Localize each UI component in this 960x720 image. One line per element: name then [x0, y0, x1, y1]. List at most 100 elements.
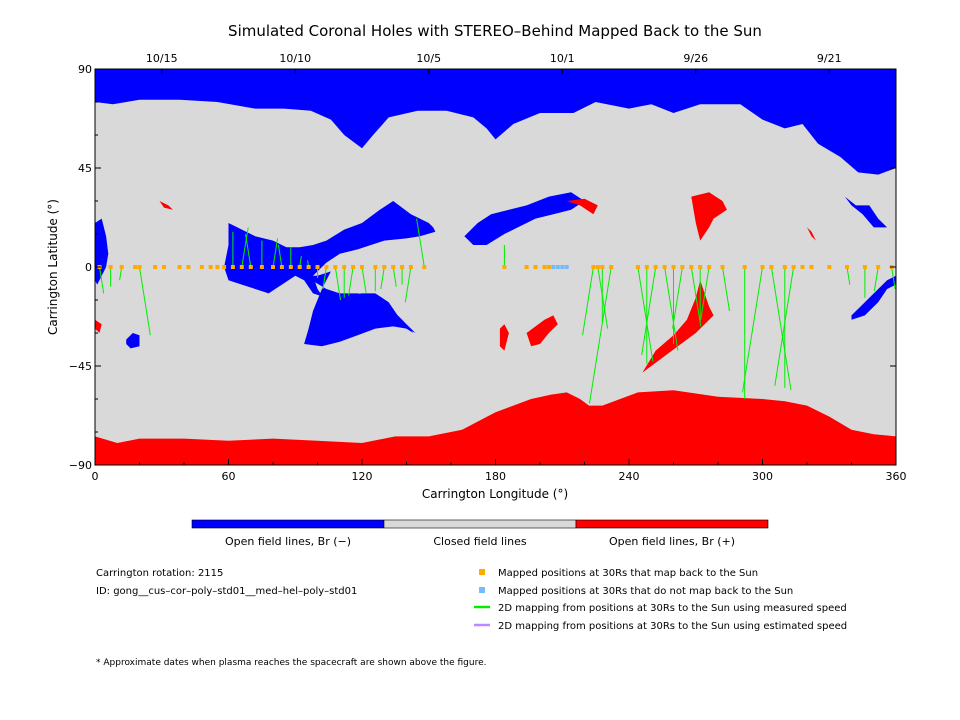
mapping-line [672, 266, 683, 329]
mapping-line [272, 238, 279, 268]
mapping-line [641, 266, 657, 356]
legend-mapped-label: Mapped positions at 30Rs that map back t… [498, 568, 758, 579]
y-tick-label: 0 [85, 261, 92, 274]
mapping-line [637, 266, 654, 362]
x-tick-label: 300 [752, 470, 773, 483]
colorbar-negative [191, 519, 385, 529]
mapped-point [373, 265, 378, 269]
mapped-point [680, 265, 685, 269]
mapped-point [279, 265, 284, 269]
mapping-line [589, 266, 612, 404]
legend-mapped-marker [479, 569, 485, 575]
mapped-point [827, 265, 832, 269]
mapped-point [259, 265, 264, 269]
mapping-line [392, 266, 397, 287]
mapping-line [322, 266, 327, 290]
info-block: Carrington rotation: 2115 ID: gong__cus–… [96, 568, 357, 597]
mapped-point [760, 265, 765, 269]
mapping-line [99, 266, 105, 294]
mapped-point [742, 265, 747, 269]
mapped-point [271, 265, 275, 269]
coronal-hole-positive-12 [499, 324, 509, 351]
mapping-line [348, 266, 354, 296]
mapped-point [533, 265, 538, 269]
mapped-point [133, 265, 138, 269]
mapping-line [334, 266, 341, 301]
legend-unmapped-label: Mapped positions at 30Rs that do not map… [498, 586, 793, 597]
mapped-point [315, 265, 320, 269]
mapping-line [277, 244, 283, 268]
mapped-point [137, 265, 142, 269]
mapped-point [215, 265, 220, 269]
coronal-hole-negative-0 [95, 69, 896, 175]
mapped-point [671, 265, 676, 269]
y-tick-label: −45 [69, 360, 92, 373]
mapped-point [382, 265, 387, 269]
mapped-point [698, 265, 703, 269]
mapping-line [700, 266, 710, 320]
mapped-point [186, 265, 191, 269]
mapped-point [609, 265, 614, 269]
mapped-point [845, 265, 849, 269]
mapping-line [770, 266, 792, 391]
mapped-point [689, 265, 694, 269]
coronal-hole-negative-1 [224, 201, 436, 333]
mapped-point [502, 265, 507, 269]
mapping-line [722, 266, 730, 312]
mapped-point [408, 265, 413, 269]
mapped-point [595, 265, 600, 269]
coronal-hole-positive-16 [95, 319, 102, 333]
mapped-point [662, 265, 667, 269]
mapped-point [876, 265, 881, 269]
top-date-label: 10/1 [550, 52, 575, 65]
legend-estimated-label: 2D mapping from positions at 30Rs to the… [498, 621, 847, 632]
coronal-hole-positive-11 [526, 315, 558, 347]
top-date-label: 10/15 [146, 52, 178, 65]
mapped-point [162, 265, 166, 269]
mapped-point [542, 265, 547, 269]
colorbar-label-negative: Open field lines, Br (−) [225, 535, 351, 548]
x-tick-label: 240 [619, 470, 640, 483]
unmapped-point [564, 265, 569, 269]
unmapped-point [551, 265, 556, 269]
x-tick-label: 360 [886, 470, 907, 483]
mapped-point [422, 265, 427, 269]
mapped-point [600, 265, 605, 269]
mapped-point [351, 265, 356, 269]
footnote: * Approximate dates when plasma reaches … [96, 658, 487, 668]
plot-area [95, 69, 896, 465]
mapped-point [306, 265, 311, 269]
mapped-point [342, 265, 347, 269]
mapped-point [199, 265, 204, 269]
mapped-point [333, 265, 338, 269]
mapped-point [222, 265, 227, 269]
mapped-point [782, 265, 787, 269]
colorbar: Open field lines, Br (−) Closed field li… [191, 519, 769, 548]
coronal-hole-negative-6 [851, 275, 896, 320]
mapped-point [391, 265, 396, 269]
coronal-hole-positive-13 [566, 198, 598, 215]
mapped-point [153, 265, 158, 269]
mapped-point [524, 265, 529, 269]
mapped-point [707, 265, 712, 269]
mapping-line [361, 266, 367, 294]
mapped-point [230, 265, 235, 269]
mapping-line [139, 266, 151, 336]
coronal-hole-positive-8 [95, 390, 896, 465]
y-tick-label: −90 [69, 459, 92, 472]
mapping-line [380, 266, 385, 290]
unmapped-point [560, 265, 565, 269]
top-date-label: 10/10 [279, 52, 311, 65]
top-date-label: 9/21 [817, 52, 842, 65]
mapping-line [873, 266, 879, 292]
mapped-point [769, 265, 774, 269]
mapping-line [241, 227, 249, 268]
mapped-point [108, 265, 113, 269]
mapping-line [245, 233, 252, 268]
mapping-line [846, 266, 851, 285]
coronal-hole-positive-15 [807, 227, 816, 241]
mapping-line [742, 266, 763, 393]
run-id: ID: gong__cus–cor–poly–std01__med–hel–po… [96, 586, 357, 597]
mapped-point [248, 265, 253, 269]
